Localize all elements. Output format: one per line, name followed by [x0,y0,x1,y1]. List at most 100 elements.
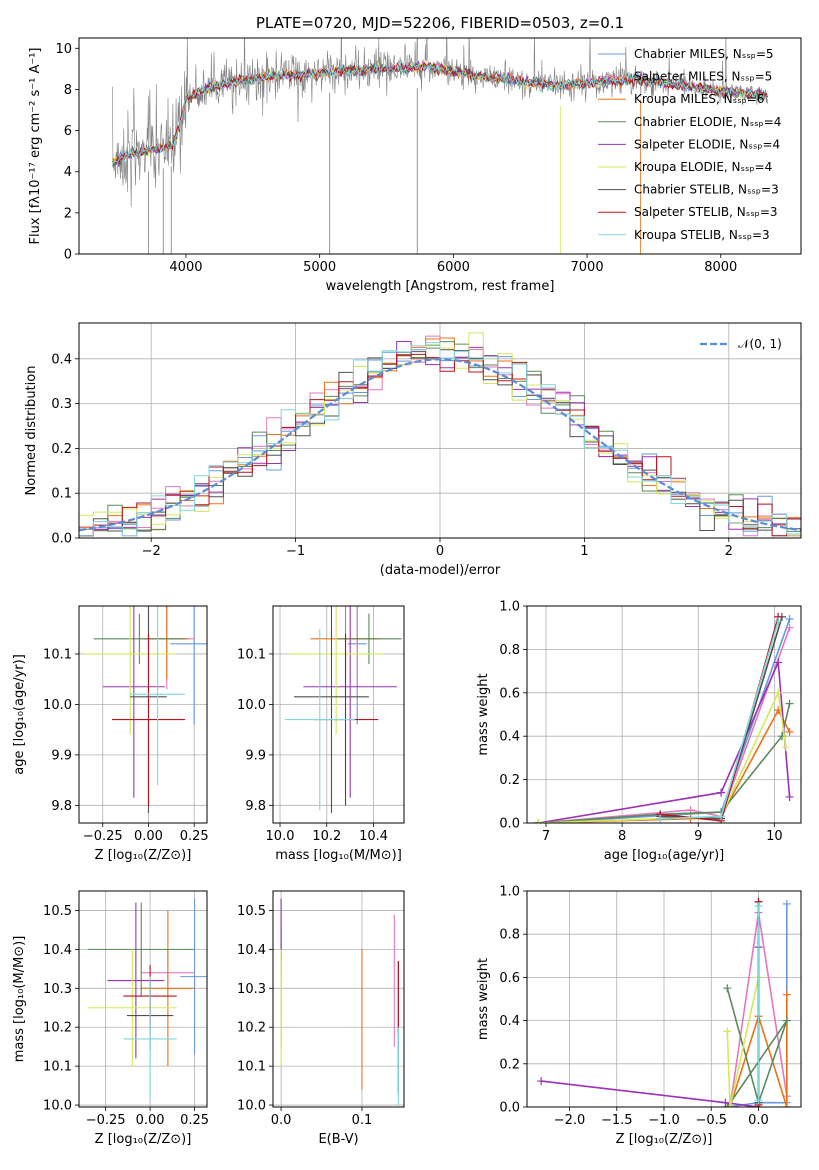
weight-marker [774,617,783,626]
weight-line [660,616,779,822]
legend-label: Chabrier STELIB, Nₛₛₚ=3 [634,183,779,197]
error-bar [93,613,186,665]
y-tick-label: 10.5 [43,904,72,919]
model-spectrum-line [112,60,768,164]
residual-histogram-step [79,337,801,531]
figure-title: PLATE=0720, MJD=52206, FIBERID=0503, z=0… [256,14,624,32]
error-bar [336,613,402,665]
observed-spectrum-line [112,38,768,207]
y-axis-label: Flux [fλ10⁻¹⁷ erg cm⁻² s⁻¹ A⁻¹] [28,48,43,245]
y-tick-label: 0.8 [499,643,520,658]
x-axis-label: wavelength [Angstrom, rest frame] [326,279,555,294]
x-axis-label: (data-model)/error [380,563,501,578]
y-tick-label: 0.6 [499,971,520,986]
x-tick-label: 9 [694,829,702,844]
weight-marker [774,688,783,697]
normal-distribution-curve [79,358,801,532]
y-tick-label: 6 [64,124,72,139]
x-tick-label: 7 [542,829,550,844]
x-axis-label: age [log₁₀(age/yr)] [604,848,725,863]
legend-label: Kroupa ELODIE, Nₛₛₚ=4 [634,160,772,174]
y-tick-label: 0.2 [499,1057,520,1072]
y-axis-label: Normed distribution [24,366,39,496]
weight-marker [782,990,791,999]
y-tick-label: 0.0 [499,1101,520,1116]
x-tick-label: −2 [142,544,161,559]
y-tick-label: 1.0 [499,885,520,900]
weight-line [541,947,760,1107]
x-tick-label: 6000 [437,260,470,275]
axes-frame [272,605,405,824]
y-tick-label: 10.0 [237,698,266,713]
weight-marker [785,623,794,632]
axes-frame [78,605,208,824]
y-tick-label: 10 [55,42,72,57]
y-tick-label: 0.0 [51,532,72,547]
legend-label: Salpeter MILES, Nₛₛₚ=5 [634,70,772,84]
y-tick-label: 9.9 [245,748,266,763]
weight-line [538,689,787,823]
error-bar [130,606,186,786]
x-tick-label: −2.0 [554,1113,586,1128]
axes-frame [526,890,802,1108]
error-bar [87,949,177,1067]
weight-marker [782,1103,791,1107]
x-tick-label: 0.1 [352,1113,373,1128]
error-bar [111,633,186,806]
axes-frame [526,605,802,824]
weight-line [660,616,783,820]
x-tick-label: −0.25 [83,829,123,844]
weight-marker [785,615,794,624]
x-tick-label: 4000 [169,260,202,275]
mass-vs-extinction-panel: 0.0 0.1 10.0 10.1 10.2 10.3 10.4 10.5 E(B-V) [237,890,405,1147]
weight-marker [785,792,794,801]
y-tick-label: 10.3 [43,982,72,997]
y-tick-label: 10.0 [43,1099,72,1114]
weight-marker [754,1096,763,1105]
error-bar [284,628,355,811]
y-tick-label: 10.0 [43,698,72,713]
weight-marker [686,814,695,823]
axes-frame [78,890,208,1108]
spectrum-legend: Chabrier MILES, Nₛₛₚ=5 Salpeter MILES, Nₛ… [598,47,781,242]
y-tick-label: 0 [64,248,72,263]
weight-marker [785,699,794,708]
y-tick-label: 9.9 [51,748,72,763]
x-tick-label: 10 [766,829,783,844]
y-tick-label: 10.4 [43,943,72,958]
y-tick-label: 0.4 [51,352,72,367]
y-tick-label: 10.0 [237,1099,266,1114]
y-tick-label: 10.4 [237,943,266,958]
x-tick-label: 10.0 [266,829,295,844]
weight-marker [723,1103,732,1107]
y-tick-label: 10.2 [237,1021,266,1036]
axes-frame [78,37,802,255]
y-tick-label: 1.0 [499,600,520,615]
axes-frame [272,890,405,1108]
x-tick-label: 0.0 [271,1113,292,1128]
y-tick-label: 0.4 [499,730,520,745]
x-tick-label: 0.00 [134,829,163,844]
x-tick-label: −1.5 [601,1113,633,1128]
weight-marker [534,819,543,823]
x-axis-label: E(B-V) [318,1132,358,1147]
y-tick-label: 10.1 [43,1060,72,1075]
y-tick-label: 0.6 [499,686,520,701]
y-tick-label: 2 [64,206,72,221]
y-tick-label: 0.2 [51,442,72,457]
axes-frame [78,322,802,539]
residual-histogram-step [79,353,801,537]
x-tick-label: 0.00 [136,1113,165,1128]
spectrum-panel: 4000 5000 6000 7000 8000 0 2 4 6 8 10 wavelength [A… [28,37,802,294]
y-tick-label: 0.2 [499,773,520,788]
weight-marker [782,1016,791,1025]
weight-marker [782,899,791,908]
x-tick-label: 0 [436,544,444,559]
x-axis-label: mass [log₁₀(M/M⊙)] [275,848,402,863]
age-vs-metallicity-panel: −0.25 0.00 0.25 9.8 9.9 10.0 10.1 Z [log₁₀(Z/Z⊙… [12,605,209,863]
x-tick-label: 8 [618,829,626,844]
mass-vs-metallicity-panel: −0.25 0.00 0.25 10.0 10.1 10.2 10.3 10.4 10.5 Z [… [12,890,209,1147]
weight-marker [723,1027,732,1036]
y-axis-label: mass weight [476,958,491,1040]
